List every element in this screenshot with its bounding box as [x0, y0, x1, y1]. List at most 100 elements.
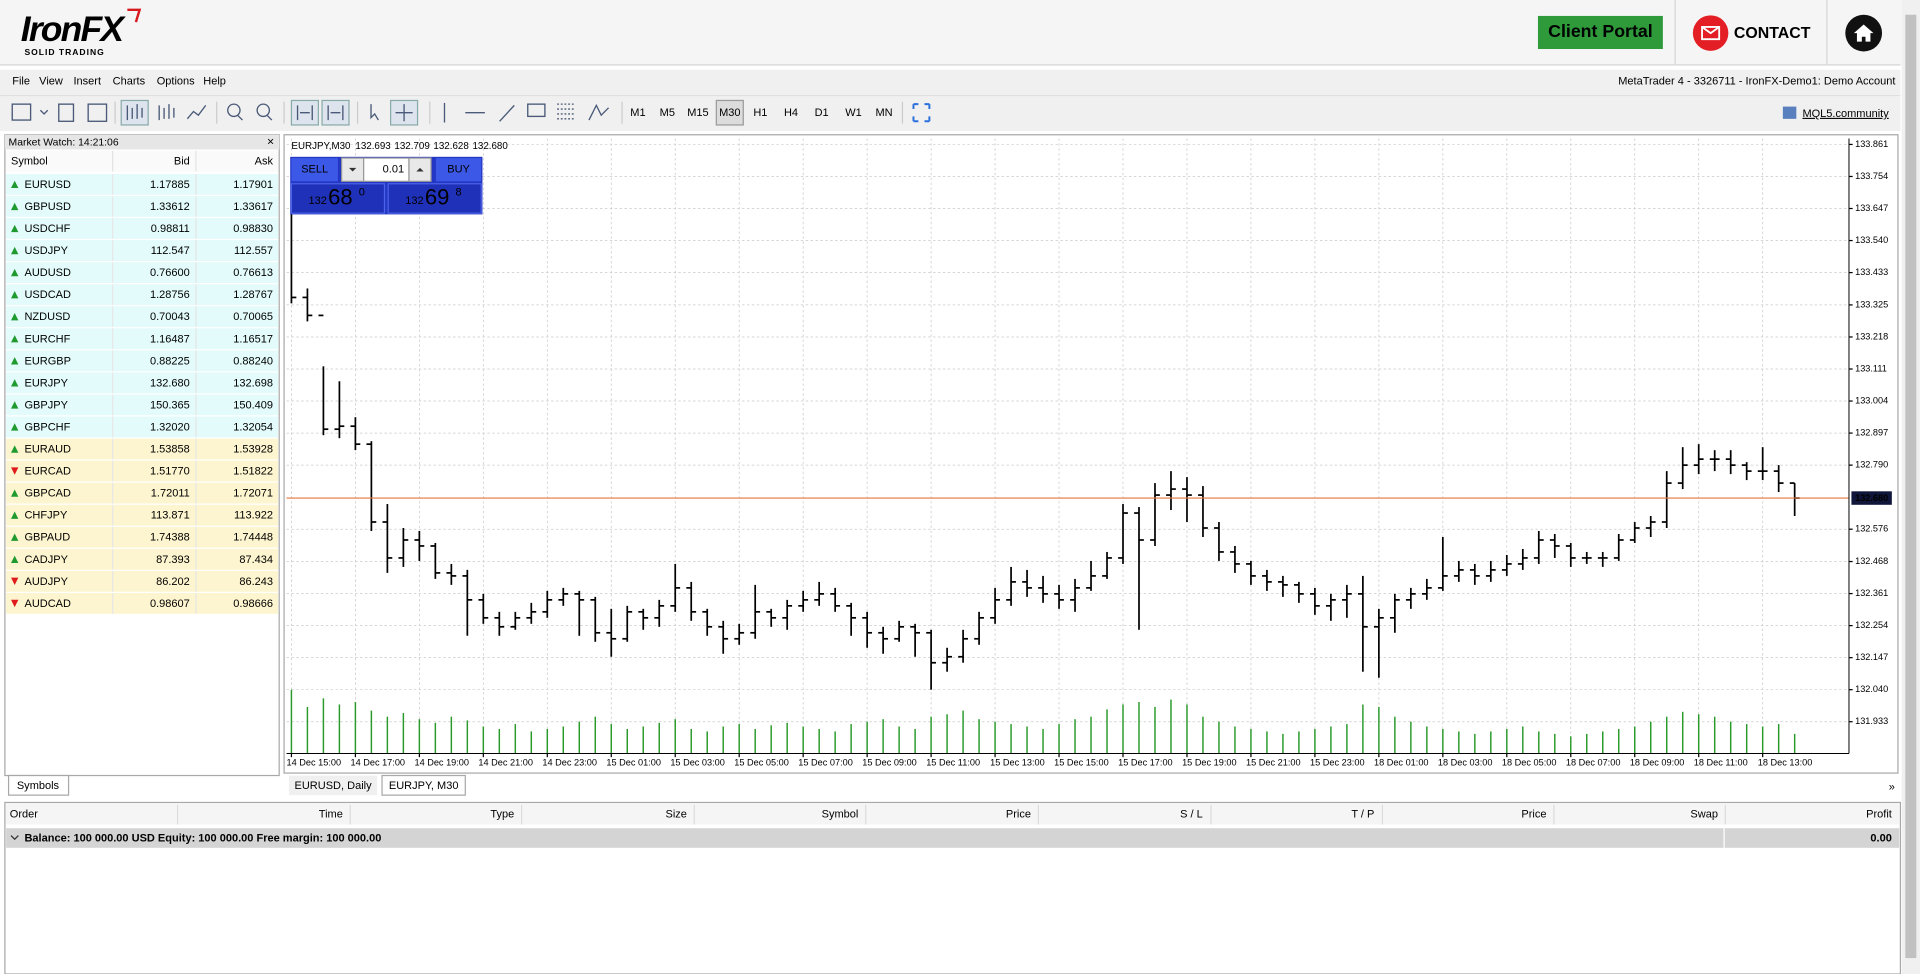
fullscreen-icon[interactable]: [912, 103, 931, 123]
tab[interactable]: [7, 774, 70, 796]
symbol[interactable]: EURCHF: [24, 333, 70, 345]
symbol[interactable]: USDJPY: [24, 245, 68, 257]
timeframe-button[interactable]: W1: [845, 107, 862, 119]
symbol[interactable]: GBPCHF: [24, 421, 70, 433]
icon-active[interactable]: [120, 99, 149, 126]
sell-price-box[interactable]: [290, 183, 386, 214]
icon[interactable]: [11, 103, 32, 121]
y-tick-label: 133.540: [1855, 235, 1888, 245]
column-header[interactable]: Price: [1006, 809, 1031, 821]
icon[interactable]: [499, 104, 515, 122]
symbol[interactable]: CADJPY: [24, 554, 68, 566]
icon[interactable]: [557, 103, 575, 120]
x-tick-label: 15 Dec 11:00: [926, 758, 980, 768]
low-value: 132.628: [433, 140, 469, 151]
timeframe-button[interactable]: M1: [630, 107, 645, 119]
column-header[interactable]: Profit: [1866, 809, 1892, 821]
icon[interactable]: [370, 104, 379, 121]
icon[interactable]: [527, 103, 546, 118]
timeframe-button[interactable]: D1: [815, 107, 829, 119]
column-header[interactable]: Type: [490, 809, 514, 821]
collapse-arrow[interactable]: [10, 835, 19, 841]
symbol[interactable]: GBPCAD: [24, 488, 71, 500]
trend-arrow: [11, 313, 19, 321]
symbol[interactable]: GBPJPY: [24, 399, 68, 411]
timeframe-button[interactable]: H1: [753, 107, 767, 119]
y-tick-label: 132.040: [1855, 684, 1888, 694]
column-header[interactable]: Symbol: [822, 809, 859, 821]
contact-label[interactable]: CONTACT: [1734, 25, 1811, 42]
column-header[interactable]: Order: [10, 809, 38, 821]
timeframe-button[interactable]: MN: [876, 107, 893, 119]
column-header[interactable]: Swap: [1690, 809, 1718, 821]
column-header[interactable]: Bid: [174, 156, 190, 168]
tab-label[interactable]: Symbols: [17, 780, 60, 792]
symbol[interactable]: EURAUD: [24, 444, 71, 456]
column-header[interactable]: Time: [319, 809, 343, 821]
client-portal-label[interactable]: Client Portal: [1548, 21, 1653, 41]
menu-item[interactable]: Insert: [73, 75, 101, 87]
icon[interactable]: [227, 103, 241, 118]
symbol[interactable]: GBPUSD: [24, 201, 71, 213]
menu-item[interactable]: Charts: [113, 75, 146, 87]
menu-item[interactable]: View: [39, 75, 63, 87]
timeframe-button[interactable]: H4: [784, 107, 798, 119]
icon[interactable]: [39, 109, 49, 115]
column-header[interactable]: Size: [666, 809, 687, 821]
icon[interactable]: [588, 103, 610, 121]
icon[interactable]: [87, 103, 108, 122]
column-header[interactable]: T / P: [1351, 809, 1374, 821]
menu-item[interactable]: Help: [203, 75, 226, 87]
symbol[interactable]: AUDUSD: [24, 267, 71, 279]
x-tick-label: 15 Dec 05:00: [734, 758, 789, 768]
row-bg: [6, 548, 278, 570]
column-header[interactable]: Ask: [255, 156, 274, 168]
menu-item[interactable]: File: [12, 75, 30, 87]
timeframe-active[interactable]: [715, 99, 744, 126]
lot-value[interactable]: 0.01: [383, 164, 404, 176]
symbol[interactable]: EURJPY: [24, 377, 68, 389]
timeframe-button[interactable]: M30: [719, 107, 740, 119]
trend-arrow: [11, 401, 19, 409]
symbol[interactable]: USDCHF: [24, 223, 70, 235]
chart-tab-label[interactable]: EURUSD, Daily: [295, 780, 373, 792]
buy-label[interactable]: BUY: [447, 164, 470, 176]
ask: 1.32054: [233, 421, 273, 433]
tabs-scroll[interactable]: »: [1889, 782, 1895, 794]
y-tick-label: 133.325: [1855, 299, 1888, 309]
icon[interactable]: [126, 104, 143, 121]
symbol[interactable]: AUDCAD: [24, 598, 71, 610]
row-bg: [6, 262, 278, 284]
icon[interactable]: [158, 104, 175, 121]
column-header[interactable]: Price: [1521, 809, 1546, 821]
symbol[interactable]: AUDJPY: [24, 576, 68, 588]
buy-price-box[interactable]: [387, 183, 482, 214]
symbol[interactable]: USDCAD: [24, 289, 71, 301]
sell-label[interactable]: SELL: [301, 164, 328, 176]
timeframe-button[interactable]: M15: [687, 107, 708, 119]
timeframe-button[interactable]: M5: [660, 107, 675, 119]
mql5-link[interactable]: MQL5.community: [1802, 108, 1889, 120]
column-header[interactable]: S / L: [1180, 809, 1203, 821]
close-button[interactable]: ×: [267, 134, 274, 148]
symbol[interactable]: EURCAD: [24, 466, 71, 478]
symbol[interactable]: EURGBP: [24, 355, 71, 367]
icon[interactable]: [256, 103, 271, 118]
icon[interactable]: [58, 103, 75, 122]
menu-item[interactable]: Options: [157, 75, 195, 87]
brand-logo[interactable]: IronFX: [21, 9, 128, 49]
chart-tab[interactable]: [381, 774, 466, 796]
scroll-thumb[interactable]: [1905, 14, 1917, 959]
mql5-icon: [1782, 106, 1797, 119]
client-portal-button[interactable]: [1537, 15, 1663, 50]
symbol[interactable]: EURUSD: [24, 179, 71, 191]
symbol[interactable]: CHFJPY: [24, 510, 67, 522]
chart-tab-label[interactable]: EURJPY, M30: [389, 780, 459, 792]
chart-tab[interactable]: [288, 775, 378, 796]
column-header[interactable]: Symbol: [11, 156, 48, 168]
sell-button[interactable]: [291, 158, 338, 182]
buy-button[interactable]: [435, 158, 482, 182]
icon[interactable]: [186, 104, 207, 120]
symbol[interactable]: GBPAUD: [24, 532, 70, 544]
symbol[interactable]: NZDUSD: [24, 311, 70, 323]
